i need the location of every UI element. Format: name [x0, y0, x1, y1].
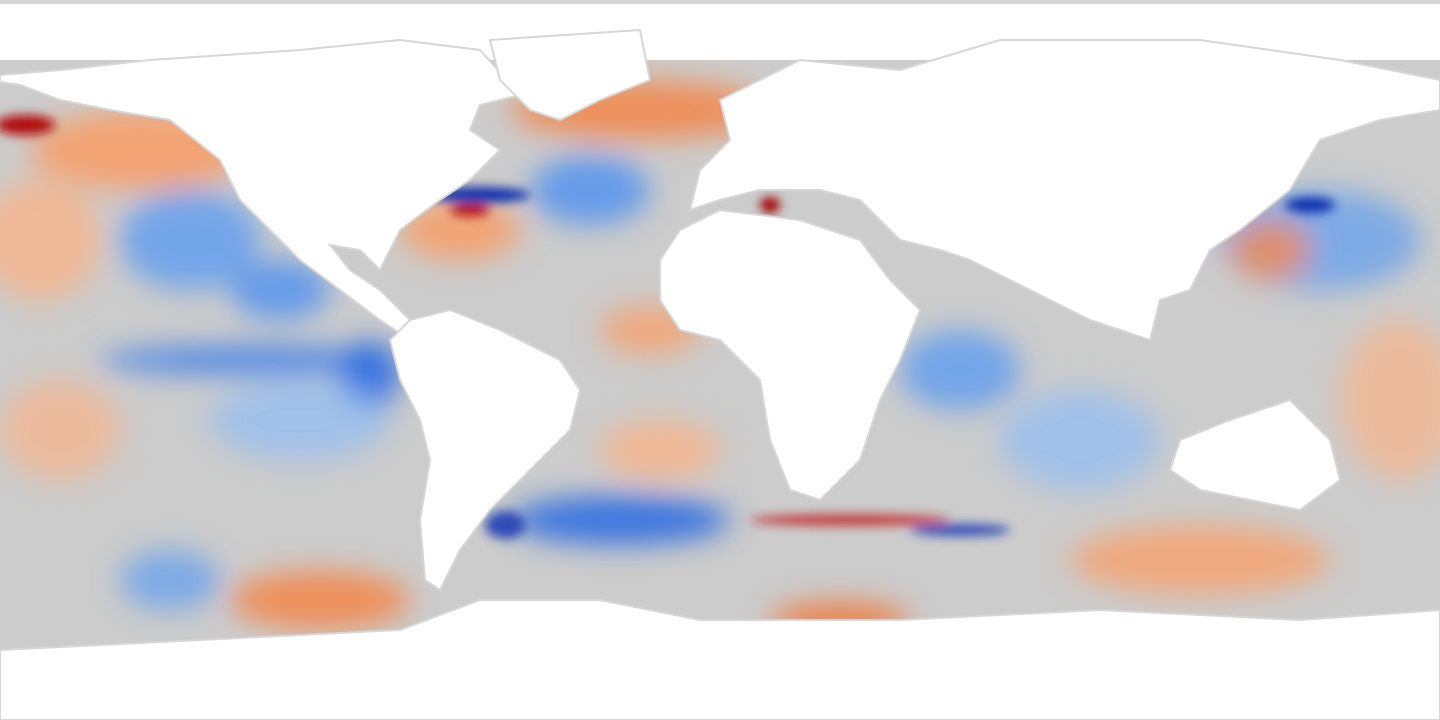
land [0, 4, 1440, 720]
cool-anomaly [900, 330, 1020, 410]
greenland [488, 28, 652, 122]
cool-anomaly [510, 495, 730, 545]
warm-anomaly [1230, 220, 1310, 280]
warm-anomaly [760, 197, 780, 213]
warm-anomaly [400, 200, 520, 260]
warm-anomaly [0, 380, 120, 480]
antarctica [0, 599, 1440, 720]
north-america [0, 38, 522, 342]
cool-anomaly [530, 155, 650, 225]
warm-anomaly [750, 514, 950, 526]
cool-anomaly [1000, 390, 1160, 490]
africa [659, 208, 922, 502]
cool-anomaly [910, 524, 1010, 536]
warm-anomaly [230, 570, 410, 630]
cool-anomaly [120, 550, 220, 610]
cool-anomaly [1285, 197, 1335, 213]
warm-anomaly [600, 420, 720, 480]
anomaly-fields [0, 80, 1440, 638]
eurasia [688, 39, 1440, 342]
cool-anomaly [100, 346, 400, 374]
top-border [0, 0, 1440, 4]
warm-anomaly [450, 204, 490, 216]
cool-anomaly [120, 190, 260, 290]
warm-anomaly [0, 115, 55, 135]
south-america [388, 308, 582, 592]
australia [1168, 398, 1342, 512]
warm-anomaly [0, 180, 100, 300]
cool-anomaly [230, 260, 330, 320]
warm-anomaly [1070, 525, 1330, 595]
cool-anomaly [485, 511, 525, 539]
cool-anomaly [210, 380, 390, 460]
warm-anomaly [1340, 320, 1440, 480]
